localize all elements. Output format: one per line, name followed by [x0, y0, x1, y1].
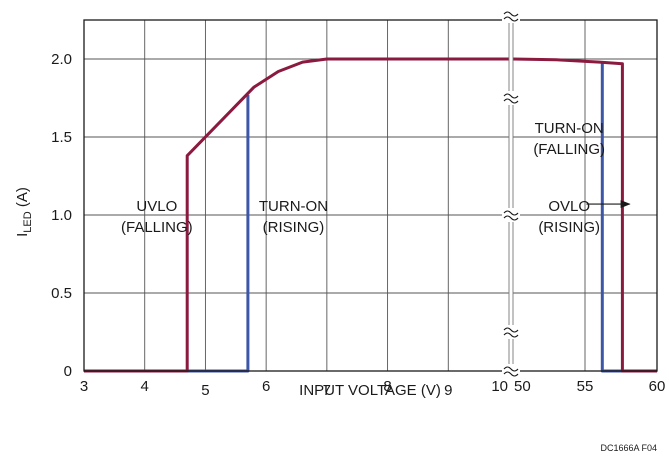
- annotation-label: TURN-ON (RISING): [259, 198, 328, 236]
- y-axis-label: ILED (A): [14, 187, 34, 237]
- y-axis-label-unit: (A): [14, 187, 31, 211]
- annotation-label: TURN-ON (FALLING): [533, 120, 605, 158]
- break-mark: [503, 93, 519, 104]
- break-mark: [503, 366, 519, 377]
- x-tick-label: 6: [262, 378, 270, 395]
- x-tick-label: 8: [383, 378, 391, 395]
- y-tick-label: 0: [64, 363, 72, 380]
- break-mark-bg: [502, 91, 520, 105]
- x-tick-label: 3: [80, 378, 88, 395]
- y-axis-label-main: I: [14, 233, 31, 237]
- break-mark: [503, 327, 519, 338]
- x-axis-label: INPUT VOLTAGE (V): [299, 382, 441, 399]
- series-2-segment1: [84, 57, 509, 373]
- annotation-label: OVLO (RISING): [538, 198, 600, 236]
- x-tick-label: 9: [444, 382, 452, 399]
- break-mark: [503, 210, 519, 221]
- x-tick-label: 7: [323, 382, 331, 399]
- break-mark-bg: [502, 364, 520, 378]
- x-tick-label: 55: [577, 378, 594, 395]
- break-mark-bg: [502, 208, 520, 222]
- series-1-segment2: [600, 62, 657, 373]
- figure-id: DC1666A F04: [600, 443, 657, 453]
- break-mark: [503, 11, 519, 22]
- y-axis-label-sub: LED: [22, 211, 34, 232]
- annotations: UVLO (FALLING) TURN-ON (RISING) TURN-ON (FALL…: [121, 120, 631, 236]
- x-tick-label: 50: [514, 378, 531, 395]
- y-tick-label: 1.5: [51, 129, 72, 146]
- x-tick-label: 5: [201, 382, 209, 399]
- x-tick-label: 10: [491, 378, 508, 395]
- break-mark-bg: [502, 9, 520, 23]
- break-mark-bg: [502, 325, 520, 339]
- x-tick-label: 60: [649, 378, 666, 395]
- axis-break-gap: [509, 10, 513, 381]
- plot-border: [83, 19, 658, 372]
- tick-labels: 0 0.5 1.0 1.5 2.0 3 4 5 6 7 8 9 10 50 55 60: [51, 51, 665, 399]
- plot-frame: [83, 9, 658, 381]
- annotation-label: UVLO (FALLING): [121, 198, 193, 236]
- y-tick-label: 1.0: [51, 207, 72, 224]
- x-tick-label: 4: [141, 378, 149, 395]
- y-tick-label: 0.5: [51, 285, 72, 302]
- grid-lines: [84, 20, 657, 371]
- y-tick-label: 2.0: [51, 51, 72, 68]
